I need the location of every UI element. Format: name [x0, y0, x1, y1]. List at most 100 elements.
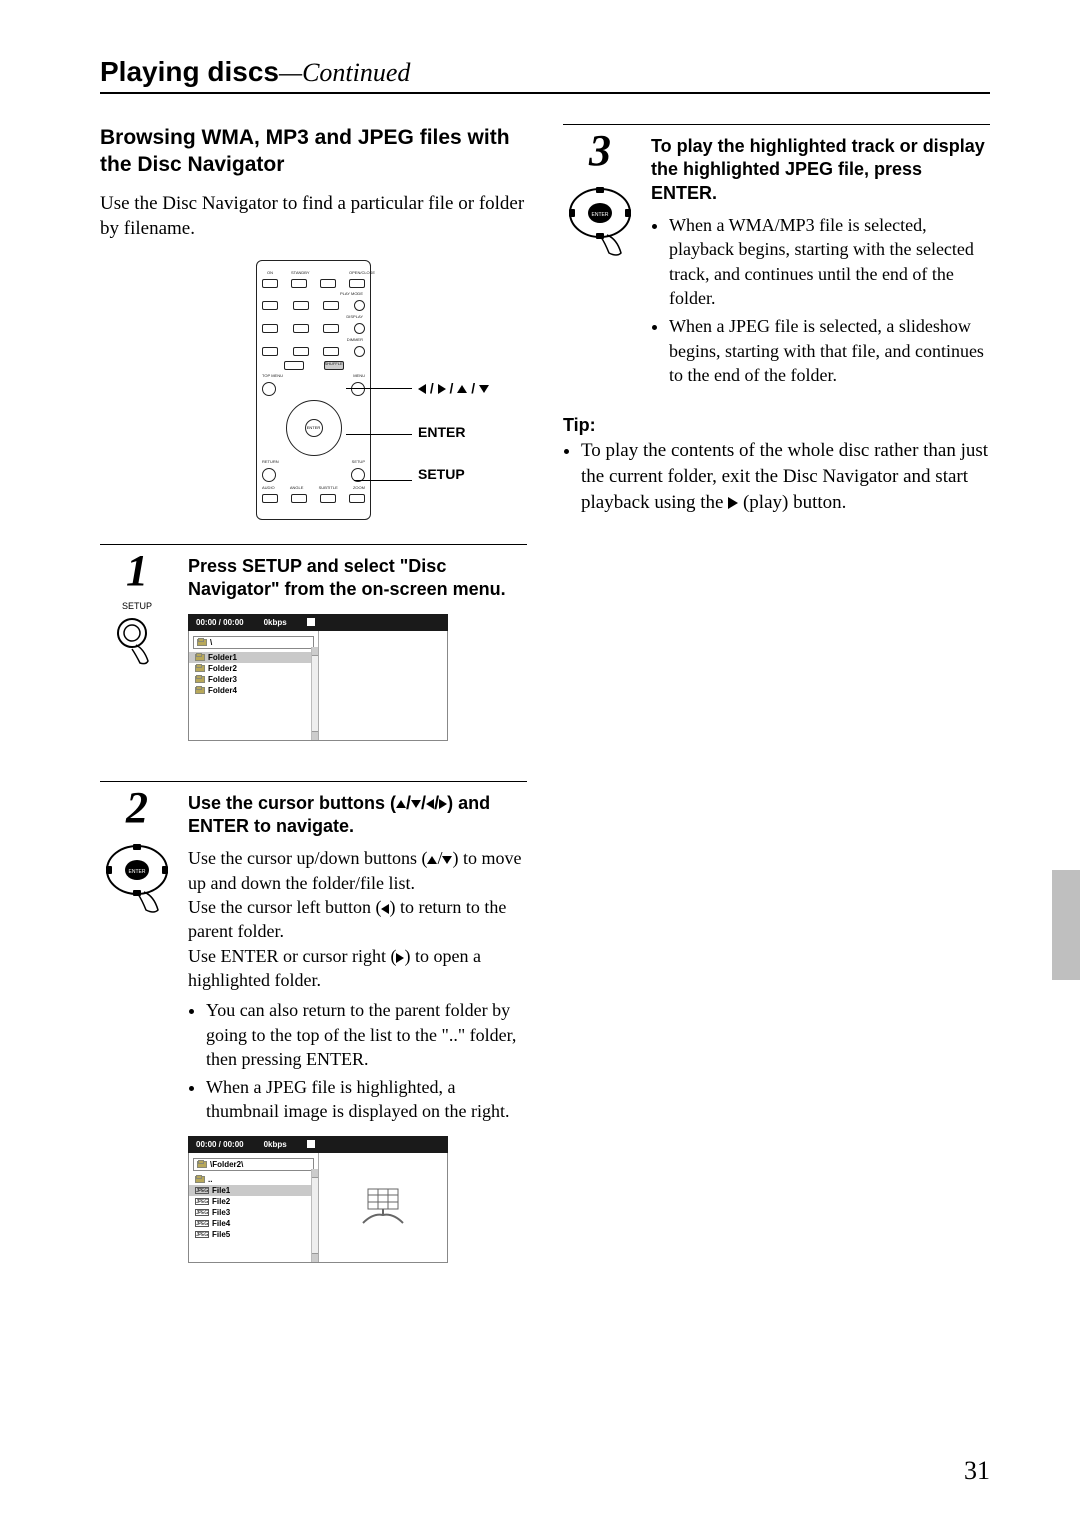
remote-label: MENU: [353, 374, 365, 378]
play-icon: [728, 497, 738, 509]
jpeg-icon: JPEG: [195, 1198, 209, 1205]
remote-body: ONSTANDBYOPEN/CLOSE PLAY MODE DISPLAY DI…: [256, 260, 371, 520]
nav-ring-icon: ENTER: [563, 181, 637, 266]
remote-btn: [320, 279, 336, 288]
remote-label: SUBTITLE: [319, 486, 338, 490]
page-title-continued: —Continued: [279, 58, 410, 87]
nav-status-bar: 00:00 / 00:00 0kbps: [188, 614, 448, 631]
nav-path-text: \: [210, 638, 212, 647]
remote-label: PLAY MODE: [264, 292, 363, 296]
arrow-right-icon: [439, 799, 447, 809]
right-column: 3 ENTER To play the highlighted tra: [563, 124, 990, 1303]
arrow-up-icon: [396, 800, 406, 808]
remote-btn: [349, 279, 365, 288]
step-side-label: SETUP: [100, 601, 174, 611]
folder-icon: [195, 654, 205, 661]
callout-enter: ENTER: [418, 424, 489, 440]
section-intro: Use the Disc Navigator to find a particu…: [100, 191, 527, 242]
nav-time: 00:00 / 00:00: [196, 618, 244, 627]
tip-label: Tip:: [563, 415, 990, 436]
p2a: Use the cursor left button (: [188, 897, 381, 917]
left-column: Browsing WMA, MP3 and JPEG files with th…: [100, 124, 527, 1303]
remote-btn: [323, 347, 339, 356]
remote-btn: [320, 494, 336, 503]
folder-icon: [197, 1161, 207, 1168]
remote-label-open: OPEN/CLOSE: [349, 271, 365, 275]
nav-rate: 0kbps: [264, 1140, 287, 1149]
arrow-right-icon: [438, 384, 446, 394]
arrow-up-icon: [457, 385, 467, 393]
disc-navigator-screen-2: 00:00 / 00:00 0kbps \Folder2\ .. JPEGFil…: [188, 1136, 448, 1263]
remote-btn: [351, 382, 365, 396]
remote-btn: [354, 300, 365, 311]
remote-btn: [262, 347, 278, 356]
nav-item-label: File3: [212, 1208, 230, 1217]
nav-path: \: [193, 636, 314, 649]
remote-btn-shuffle: SHUFFLE: [324, 361, 344, 370]
nav-item-label: ..: [208, 1175, 212, 1184]
step-3-heading: To play the highlighted track or display…: [651, 135, 990, 205]
nav-item: Folder2: [189, 663, 318, 674]
arrow-up-icon: [427, 856, 437, 864]
step-3-body: To play the highlighted track or display…: [651, 125, 990, 391]
remote-btn: [293, 324, 309, 333]
jpeg-icon: JPEG: [195, 1187, 209, 1194]
step-3: 3 ENTER To play the highlighted tra: [563, 124, 990, 391]
remote-btn: [262, 324, 278, 333]
disc-navigator-screen-1: 00:00 / 00:00 0kbps \ Folder1 Folder2 Fo…: [188, 614, 448, 741]
section-heading: Browsing WMA, MP3 and JPEG files with th…: [100, 124, 527, 179]
nav-rate: 0kbps: [264, 618, 287, 627]
step-1-left: 1 SETUP: [100, 545, 174, 757]
arrow-down-icon: [479, 385, 489, 393]
step-2-body: Use the cursor buttons (///) and ENTER t…: [188, 782, 527, 1279]
remote-btn: [262, 494, 278, 503]
step-2: 2 ENTER Use the cursor b: [100, 781, 527, 1279]
callout-line: [354, 480, 412, 481]
nav-body: \ Folder1 Folder2 Folder3 Folder4: [188, 631, 448, 741]
remote-label: ANGLE: [290, 486, 304, 490]
page-number: 31: [964, 1456, 990, 1486]
step-number: 2: [100, 786, 174, 830]
remote-enter-btn: ENTER: [305, 419, 323, 437]
callout-line: [346, 434, 412, 435]
remote-btn: [349, 494, 365, 503]
step-2-left: 2 ENTER: [100, 782, 174, 1279]
nav-item: ..: [189, 1174, 318, 1185]
nav-item-label: File2: [212, 1197, 230, 1206]
arrow-down-icon: [442, 856, 452, 864]
nav-item-label: Folder3: [208, 675, 237, 684]
nav-item: JPEGFile2: [189, 1196, 318, 1207]
remote-nav-ring: ENTER: [286, 400, 342, 456]
remote-btn: [291, 494, 307, 503]
tip-post: (play) button.: [738, 492, 846, 513]
arrow-down-icon: [411, 800, 421, 808]
remote-btn: [262, 382, 276, 396]
remote-label: DIMMER: [264, 338, 363, 342]
svg-text:ENTER: ENTER: [129, 869, 146, 875]
tip-item: To play the contents of the whole disc r…: [581, 438, 990, 515]
nav-item: Folder4: [189, 685, 318, 696]
callout-arrows: / / /: [418, 380, 489, 396]
nav-status-bar: 00:00 / 00:00 0kbps: [188, 1136, 448, 1153]
step-2-head-pre: Use the cursor buttons (: [188, 793, 396, 813]
step-3-text: When a WMA/MP3 file is selected, playbac…: [651, 213, 990, 387]
remote-btn: [323, 301, 339, 310]
nav-item: Folder1: [189, 652, 318, 663]
setup-button-icon: [100, 615, 174, 674]
nav-item-label: File1: [212, 1186, 230, 1195]
jpeg-icon: JPEG: [195, 1209, 209, 1216]
step-2-heading: Use the cursor buttons (///) and ENTER t…: [188, 792, 527, 839]
arrow-left-icon: [418, 384, 426, 394]
step-number: 3: [563, 129, 637, 173]
step-2-text: Use the cursor up/down buttons (/) to mo…: [188, 846, 527, 1123]
step-1-body: Press SETUP and select "Disc Navigator" …: [188, 545, 527, 757]
scrollbar: [311, 1169, 318, 1262]
remote-label-standby: STANDBY: [291, 271, 307, 275]
remote-label: DISPLAY: [264, 315, 363, 319]
remote-btn: [262, 301, 278, 310]
nav-item-label: Folder4: [208, 686, 237, 695]
nav-item: JPEGFile3: [189, 1207, 318, 1218]
remote-btn: [354, 346, 365, 357]
step-1-heading: Press SETUP and select "Disc Navigator" …: [188, 555, 527, 602]
svg-text:ENTER: ENTER: [592, 212, 609, 218]
